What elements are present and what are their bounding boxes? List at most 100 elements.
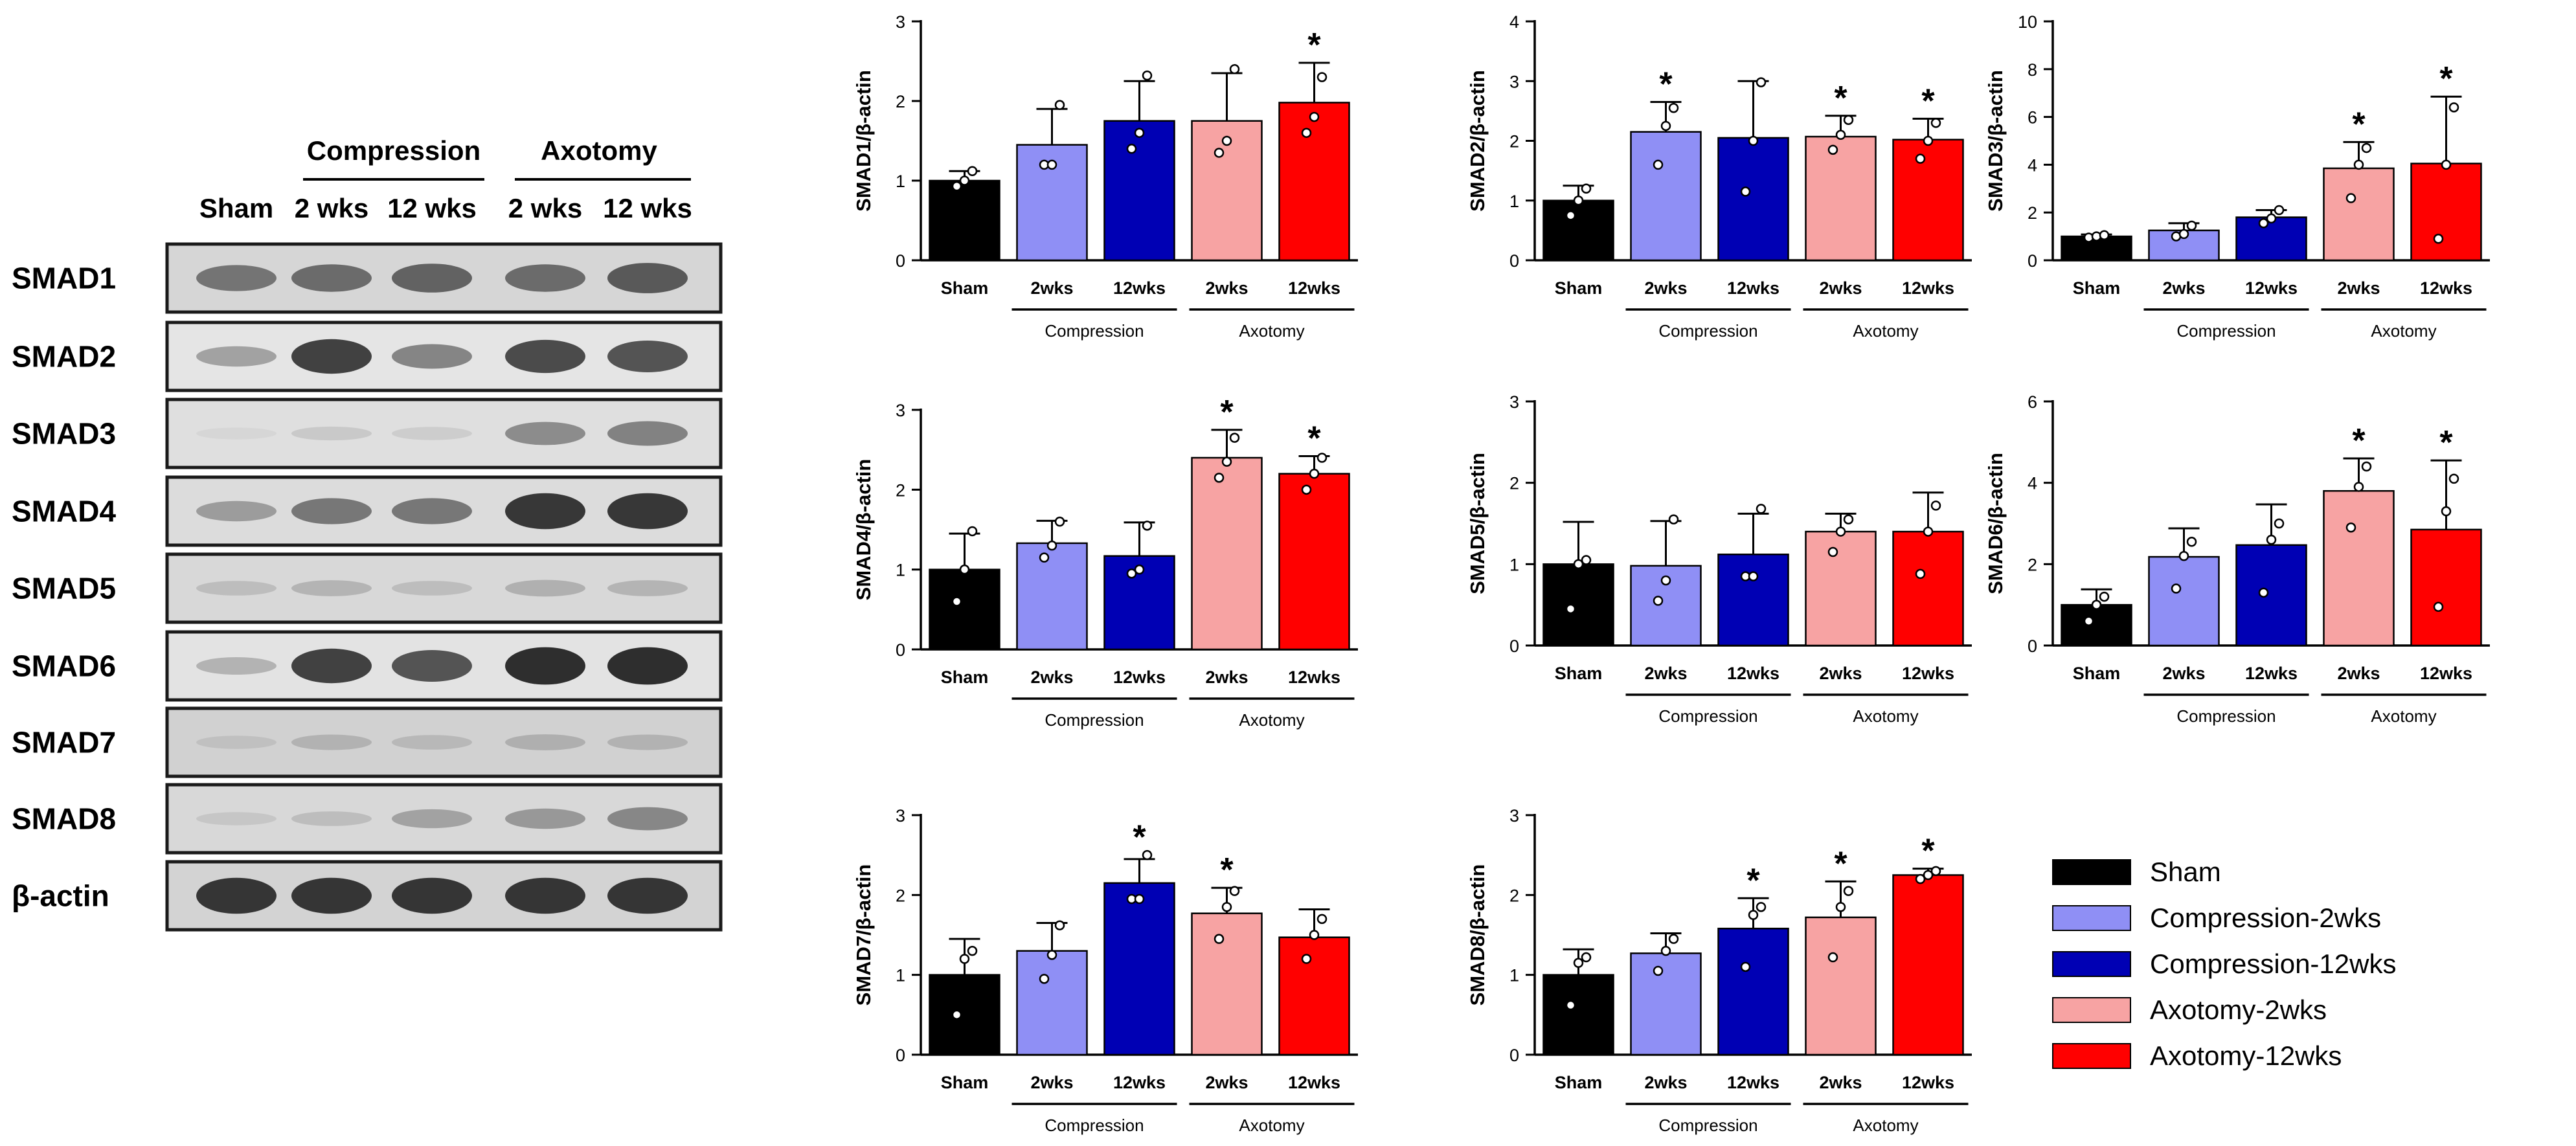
data-point [2433,601,2444,612]
data-point [1309,111,1320,122]
blot-band [607,647,688,685]
legend-swatch [2052,1043,2131,1069]
data-point [1756,504,1767,514]
bracket-label-axotomy: Axotomy [1239,710,1304,730]
data-point [1221,456,1232,467]
blot-band [291,426,372,441]
x-tick-label: 2wks [1205,278,1248,298]
data-point [1301,484,1312,495]
data-point [951,596,962,607]
blot-row-label: SMAD1 [12,262,116,295]
data-point [1660,120,1671,131]
legend-label: Compression-2wks [2150,903,2381,933]
significance-star: * [1220,851,1234,889]
data-point [2345,522,2356,533]
data-point [1046,159,1057,170]
legend-swatch [2052,997,2131,1023]
bar-c2 [2148,556,2220,647]
blot-band [505,877,585,914]
bar-c2 [1630,131,1702,262]
data-point [1221,135,1232,146]
bar-sham [929,179,1000,262]
blot-band [291,498,372,524]
bar-a2 [1805,530,1877,647]
significance-star: * [2352,106,2366,143]
y-tick-label: 1 [1509,555,1519,574]
legend-swatch [2052,951,2131,977]
y-axis-label: SMAD1/β-actin [852,70,875,212]
data-point [1740,961,1751,972]
blot-band [607,580,688,596]
data-point [1229,433,1240,443]
data-point [1565,603,1576,614]
data-point [1748,910,1759,920]
data-point [1142,521,1153,531]
blot-row-label: SMAD8 [12,802,116,836]
bracket-label-axotomy: Axotomy [1853,1116,1918,1135]
data-point [2441,506,2452,517]
blot-band [291,877,372,914]
data-point [2178,551,2189,561]
bar-sham [929,974,1000,1056]
bracket-label-axotomy: Axotomy [1239,1116,1304,1135]
bar-sham [929,568,1000,651]
blot-row-label: SMAD2 [12,340,116,374]
y-tick-label: 6 [2028,392,2037,412]
bracket-label-compression: Compression [1658,321,1757,341]
data-point [1660,575,1671,586]
blot-band [291,580,372,596]
x-tick-label: 2wks [2337,278,2380,298]
data-point [1316,72,1328,82]
data-point [1126,144,1137,154]
bar-a2 [1805,916,1877,1056]
data-point [1740,186,1751,197]
bar-c2 [1016,950,1088,1056]
data-point [1827,546,1838,557]
y-tick-label: 1 [896,561,905,580]
data-point [1915,568,1926,579]
bar-a12 [2410,528,2482,647]
y-tick-label: 4 [1509,12,1519,32]
bracket-label-compression: Compression [1658,706,1757,726]
blot-row-label: β-actin [12,879,109,913]
x-tick-label: Sham [941,668,989,687]
data-point [1134,128,1145,138]
blot-row-smad6: SMAD6 [12,630,723,702]
chart-smad5: 0 1 2 3 SMAD5/β-actin Sham 2wks 12wks 2wks 12wks C… [1466,392,1972,726]
y-tick-label: 2 [1509,474,1519,493]
x-tick-label: Sham [1555,278,1603,298]
legend-label: Sham [2150,857,2221,887]
legend-item-a12: Axotomy-12wks [2052,1040,2342,1071]
data-point [1316,453,1328,463]
chart-smad8: 0 1 2 3 SMAD8/β-actin Sham 2wks * 12wks * 2wks * 12w… [1466,806,1972,1135]
bracket-label-compression: Compression [1658,1116,1757,1135]
x-tick-label: 2wks [1205,668,1248,687]
y-axis-label: SMAD5/β-actin [1466,453,1489,594]
y-tick-label: 8 [2028,60,2037,80]
bar-sham [1542,563,1614,647]
x-tick-label: 12wks [1902,664,1954,683]
x-tick-label: 2wks [2337,664,2380,683]
data-point [2186,537,2197,547]
blot-row-smad1: SMAD1 [12,242,723,314]
y-axis-label: SMAD8/β-actin [1466,864,1489,1006]
bar-sham [1542,974,1614,1056]
bar-c12 [2235,216,2307,262]
data-point [959,175,970,186]
data-point [2091,600,2102,610]
y-tick-label: 3 [1509,72,1519,91]
blot-band [392,581,472,596]
bracket-label-axotomy: Axotomy [1239,321,1304,341]
y-tick-label: 4 [2028,155,2037,175]
data-point [2448,473,2459,484]
y-tick-label: 6 [2028,108,2037,128]
blot-band [196,812,277,826]
y-tick-label: 1 [1509,192,1519,211]
blot-band [196,657,277,675]
y-tick-label: 1 [896,966,905,985]
bracket-label-axotomy: Axotomy [2371,706,2436,726]
significance-star: * [1834,845,1847,882]
y-tick-label: 1 [1509,966,1519,985]
lane-label-compression-2wks: 2 wks [295,193,368,223]
blot-band [607,877,688,914]
